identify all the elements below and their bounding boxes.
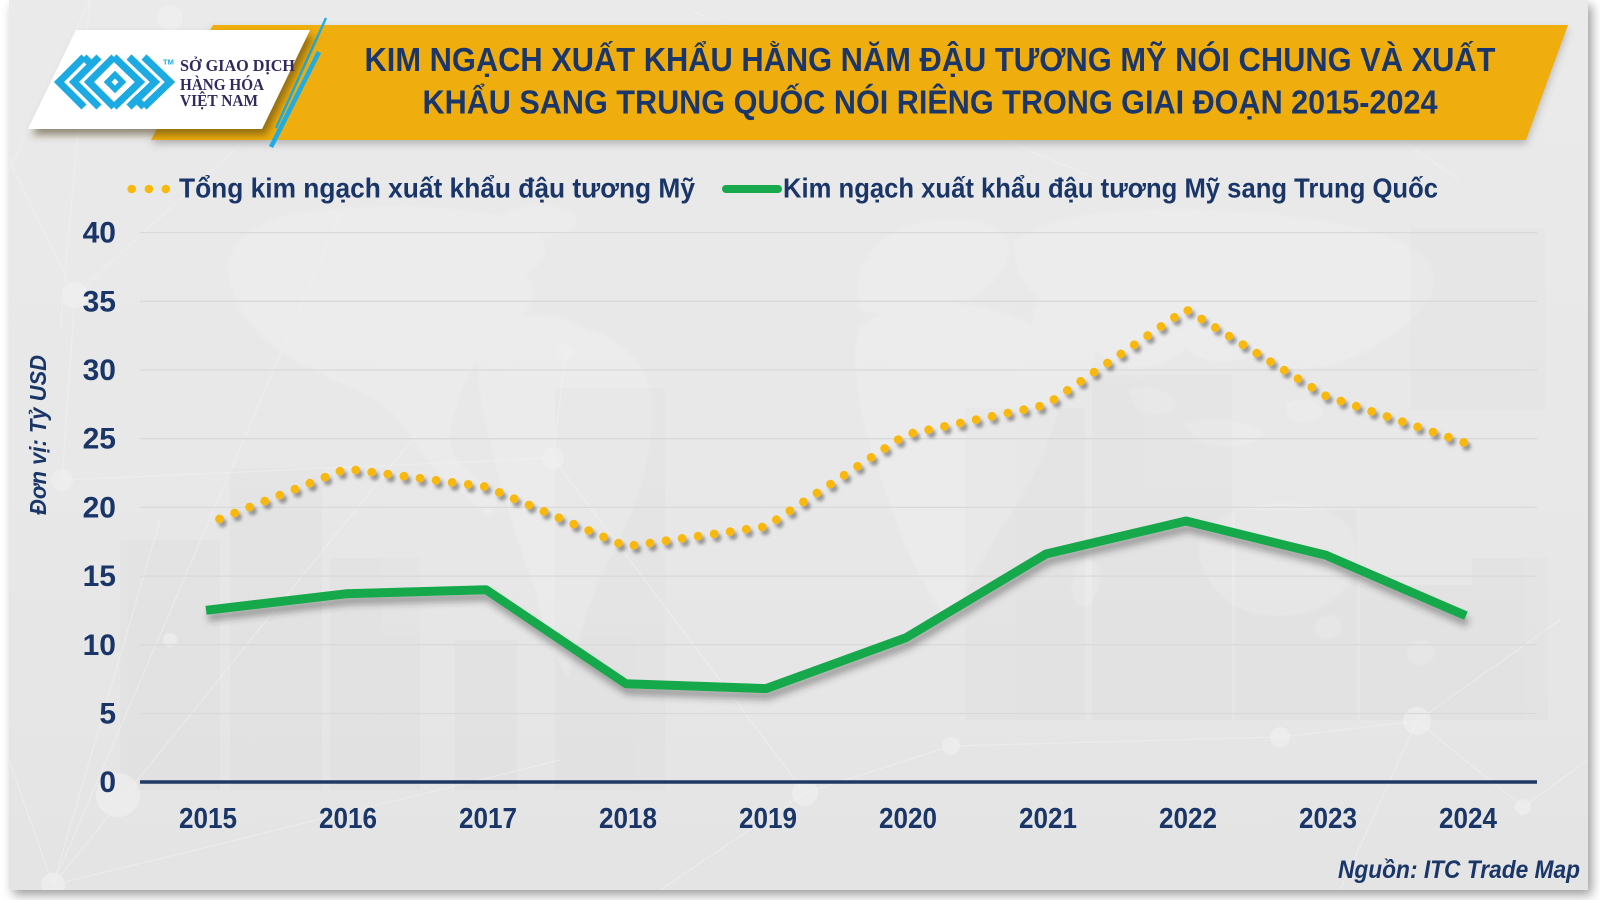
svg-text:KHẨU SANG TRUNG QUỐC NÓI RIÊNG: KHẨU SANG TRUNG QUỐC NÓI RIÊNG TRONG GIA… — [423, 83, 1439, 121]
svg-text:TM: TM — [163, 58, 174, 67]
svg-text:SỞ GIAO DỊCH: SỞ GIAO DỊCH — [180, 56, 295, 75]
svg-text:2021: 2021 — [1019, 803, 1077, 835]
svg-text:2016: 2016 — [319, 803, 377, 835]
svg-text:35: 35 — [83, 285, 116, 318]
svg-text:0: 0 — [99, 766, 116, 799]
svg-text:2023: 2023 — [1299, 803, 1357, 835]
svg-text:2020: 2020 — [879, 803, 937, 835]
svg-text:Nguồn: ITC Trade Map: Nguồn: ITC Trade Map — [1338, 856, 1580, 884]
svg-text:25: 25 — [83, 423, 116, 456]
svg-text:Tổng kim ngạch xuất khẩu đậu t: Tổng kim ngạch xuất khẩu đậu tương Mỹ — [179, 173, 695, 204]
svg-text:5: 5 — [99, 698, 116, 731]
svg-text:10: 10 — [83, 629, 116, 662]
svg-text:20: 20 — [83, 491, 116, 524]
svg-text:2019: 2019 — [739, 803, 797, 835]
svg-text:2018: 2018 — [599, 803, 657, 835]
svg-text:30: 30 — [83, 354, 116, 387]
svg-text:HÀNG HÓA: HÀNG HÓA — [180, 75, 264, 94]
svg-text:Đơn vị: Tỷ USD: Đơn vị: Tỷ USD — [25, 355, 51, 515]
svg-text:2015: 2015 — [179, 803, 237, 835]
svg-text:15: 15 — [83, 560, 116, 593]
svg-text:40: 40 — [83, 217, 116, 250]
svg-text:KIM NGẠCH XUẤT KHẨU HẰNG NĂM Đ: KIM NGẠCH XUẤT KHẨU HẰNG NĂM ĐẬU TƯƠNG M… — [365, 41, 1496, 78]
svg-text:VIỆT NAM: VIỆT NAM — [180, 91, 258, 110]
svg-text:2022: 2022 — [1159, 803, 1217, 835]
svg-text:Kim ngạch xuất khẩu đậu tương: Kim ngạch xuất khẩu đậu tương Mỹ sang Tr… — [783, 173, 1438, 204]
svg-text:2024: 2024 — [1439, 803, 1497, 835]
svg-text:2017: 2017 — [459, 803, 517, 835]
